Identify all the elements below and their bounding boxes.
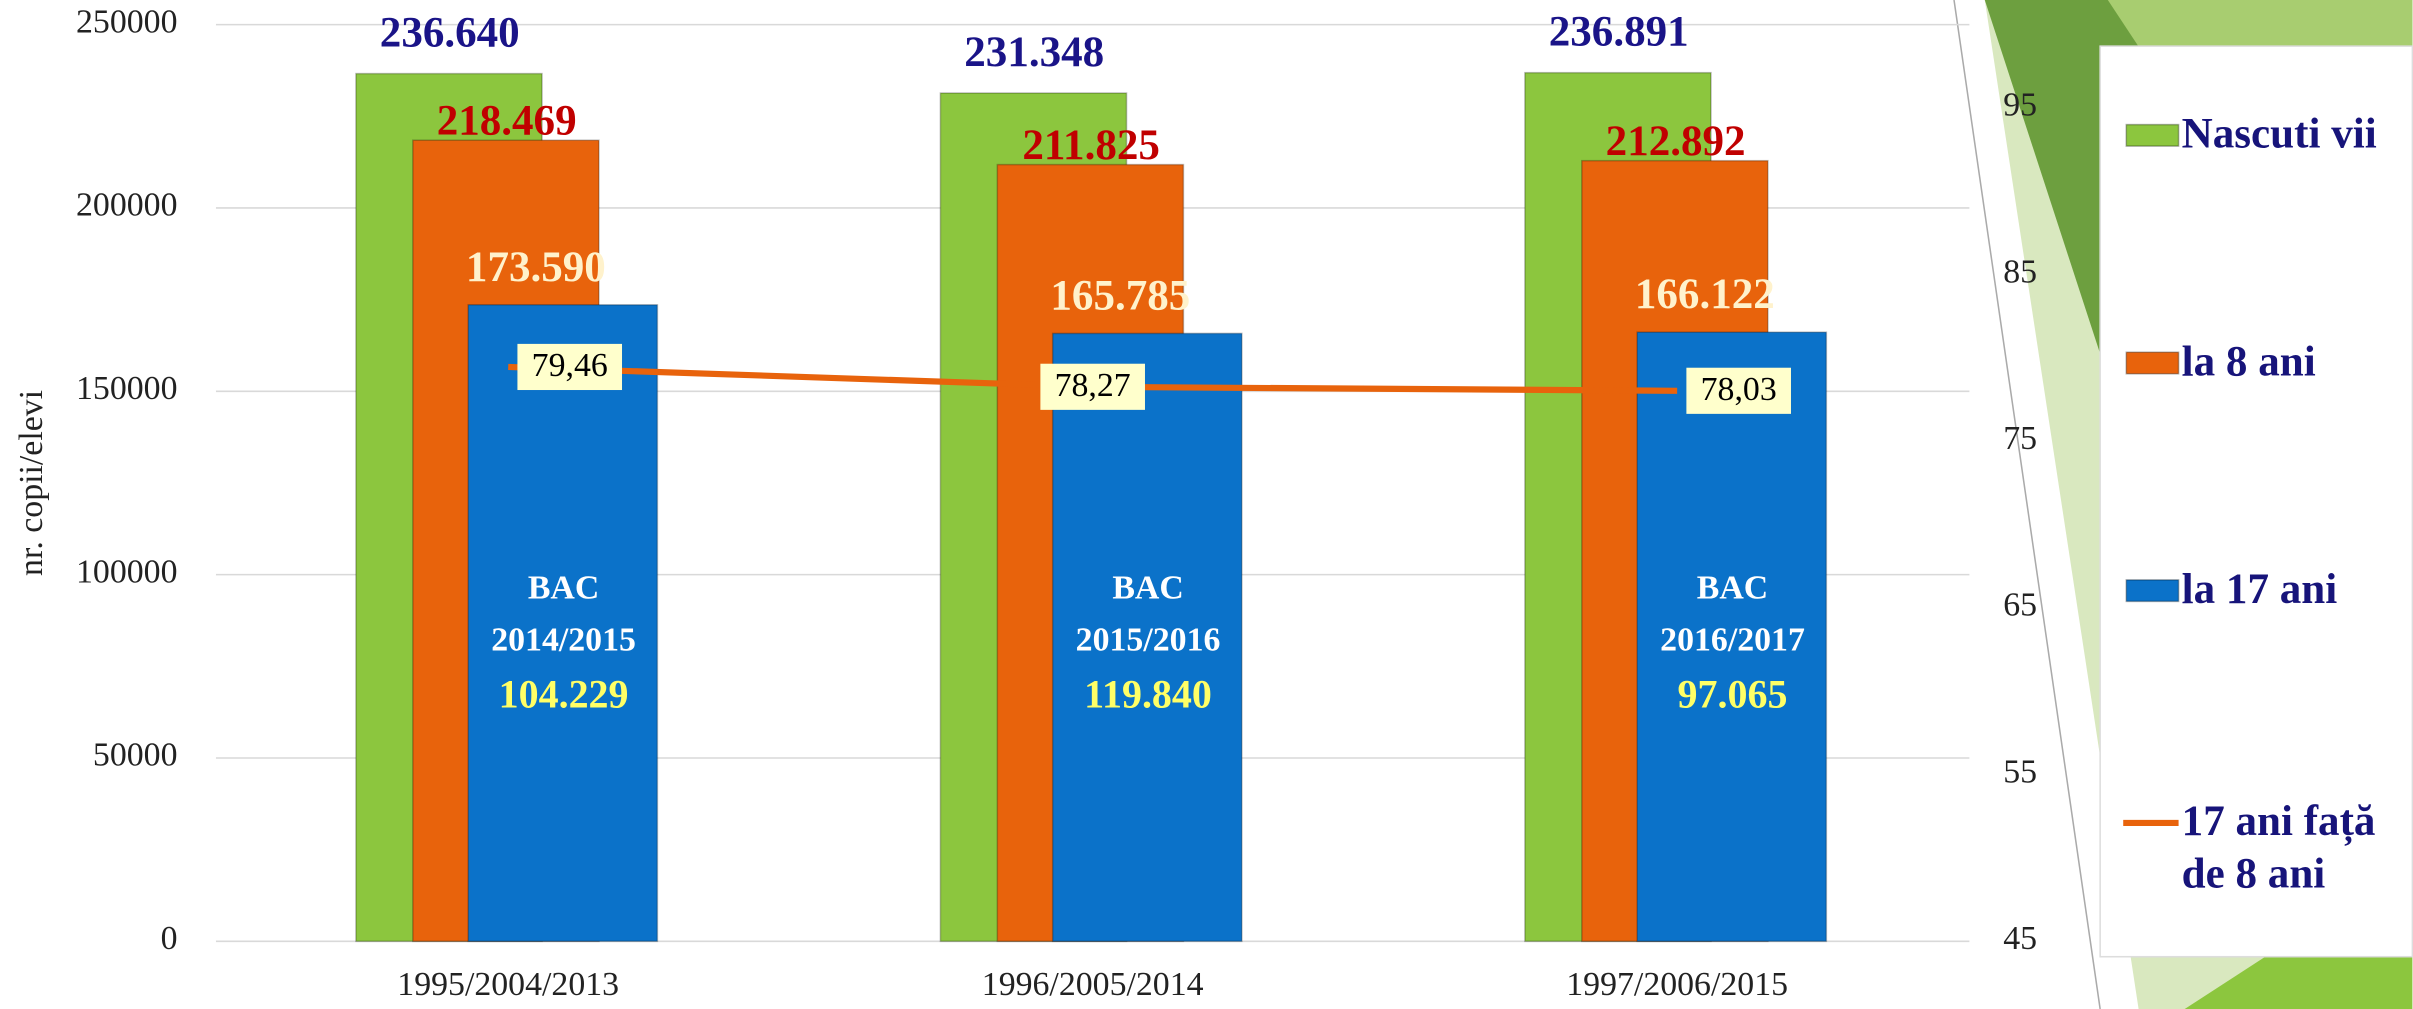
legend-swatch <box>2125 123 2180 147</box>
legend-item: la 17 ani <box>2181 566 2338 614</box>
x-tick-label: 1997/2006/2015 <box>1566 966 1788 1003</box>
legend-item: Nascuti vii <box>2181 110 2377 159</box>
y-tick-label: 100000 <box>76 553 177 590</box>
value-label: 211.825 <box>1022 122 1160 169</box>
value-label: 236.640 <box>380 10 520 57</box>
value-label-box <box>1040 363 1145 410</box>
bar <box>1636 331 1828 943</box>
y-tick-label: 250000 <box>76 3 177 40</box>
value-label: 231.348 <box>964 29 1104 76</box>
y-tick-label: 0 <box>161 920 178 957</box>
value-label: 173.590 <box>466 244 606 291</box>
value-label: 212.892 <box>1606 118 1746 165</box>
annotation: 97.065 <box>1678 671 1788 716</box>
y2-tick-label: 75 <box>2003 420 2037 457</box>
legend-label: 17 ani față de 8 ani <box>2181 798 2376 899</box>
annotation: 2016/2017 <box>1660 622 1805 659</box>
legend-swatch <box>2125 579 2180 603</box>
annotation: 119.840 <box>1084 671 1212 716</box>
value-label: 165.785 <box>1050 272 1190 319</box>
y2-tick-label: 95 <box>2003 87 2037 124</box>
annotation: BAC <box>1112 569 1183 606</box>
bar <box>467 304 659 943</box>
y-tick-label: 200000 <box>76 187 177 224</box>
y2-tick-label: 65 <box>2003 587 2037 624</box>
legend-item: la 8 ani <box>2181 338 2316 387</box>
annotation: 104.229 <box>499 671 629 716</box>
value-label: 78,27 <box>1055 367 1131 404</box>
value-label: 166.122 <box>1635 271 1775 318</box>
y2-tick-label: 85 <box>2003 253 2037 290</box>
decoration <box>1953 0 2101 1009</box>
annotation: 2014/2015 <box>491 622 636 659</box>
annotation: BAC <box>1697 569 1768 606</box>
value-label: 218.469 <box>437 98 577 145</box>
legend-item: 17 ani față de 8 ani <box>2181 798 2376 899</box>
annotation: BAC <box>528 569 599 606</box>
legend-label: la 8 ani <box>2181 338 2316 387</box>
value-label: 236.891 <box>1549 9 1689 56</box>
y2-tick-label: 55 <box>2003 753 2037 790</box>
bar <box>1051 332 1243 943</box>
legend-label: la 17 ani <box>2181 566 2338 614</box>
legend-swatch <box>2125 351 2180 375</box>
y-tick-label: 50000 <box>93 737 178 774</box>
value-label-box <box>1686 367 1791 414</box>
annotation: 2015/2016 <box>1076 622 1221 659</box>
y-tick-label: 150000 <box>76 370 177 407</box>
value-label: 79,46 <box>532 347 608 384</box>
legend-label: Nascuti vii <box>2181 110 2377 159</box>
x-tick-label: 1995/2004/2013 <box>397 966 619 1003</box>
value-label-box <box>517 343 623 391</box>
y-axis-label: nr. copii/elevi <box>13 390 50 576</box>
value-label: 78,03 <box>1701 371 1777 408</box>
y2-tick-label: 45 <box>2003 920 2037 957</box>
x-tick-label: 1996/2005/2014 <box>982 966 1204 1003</box>
legend-box <box>2099 45 2413 958</box>
